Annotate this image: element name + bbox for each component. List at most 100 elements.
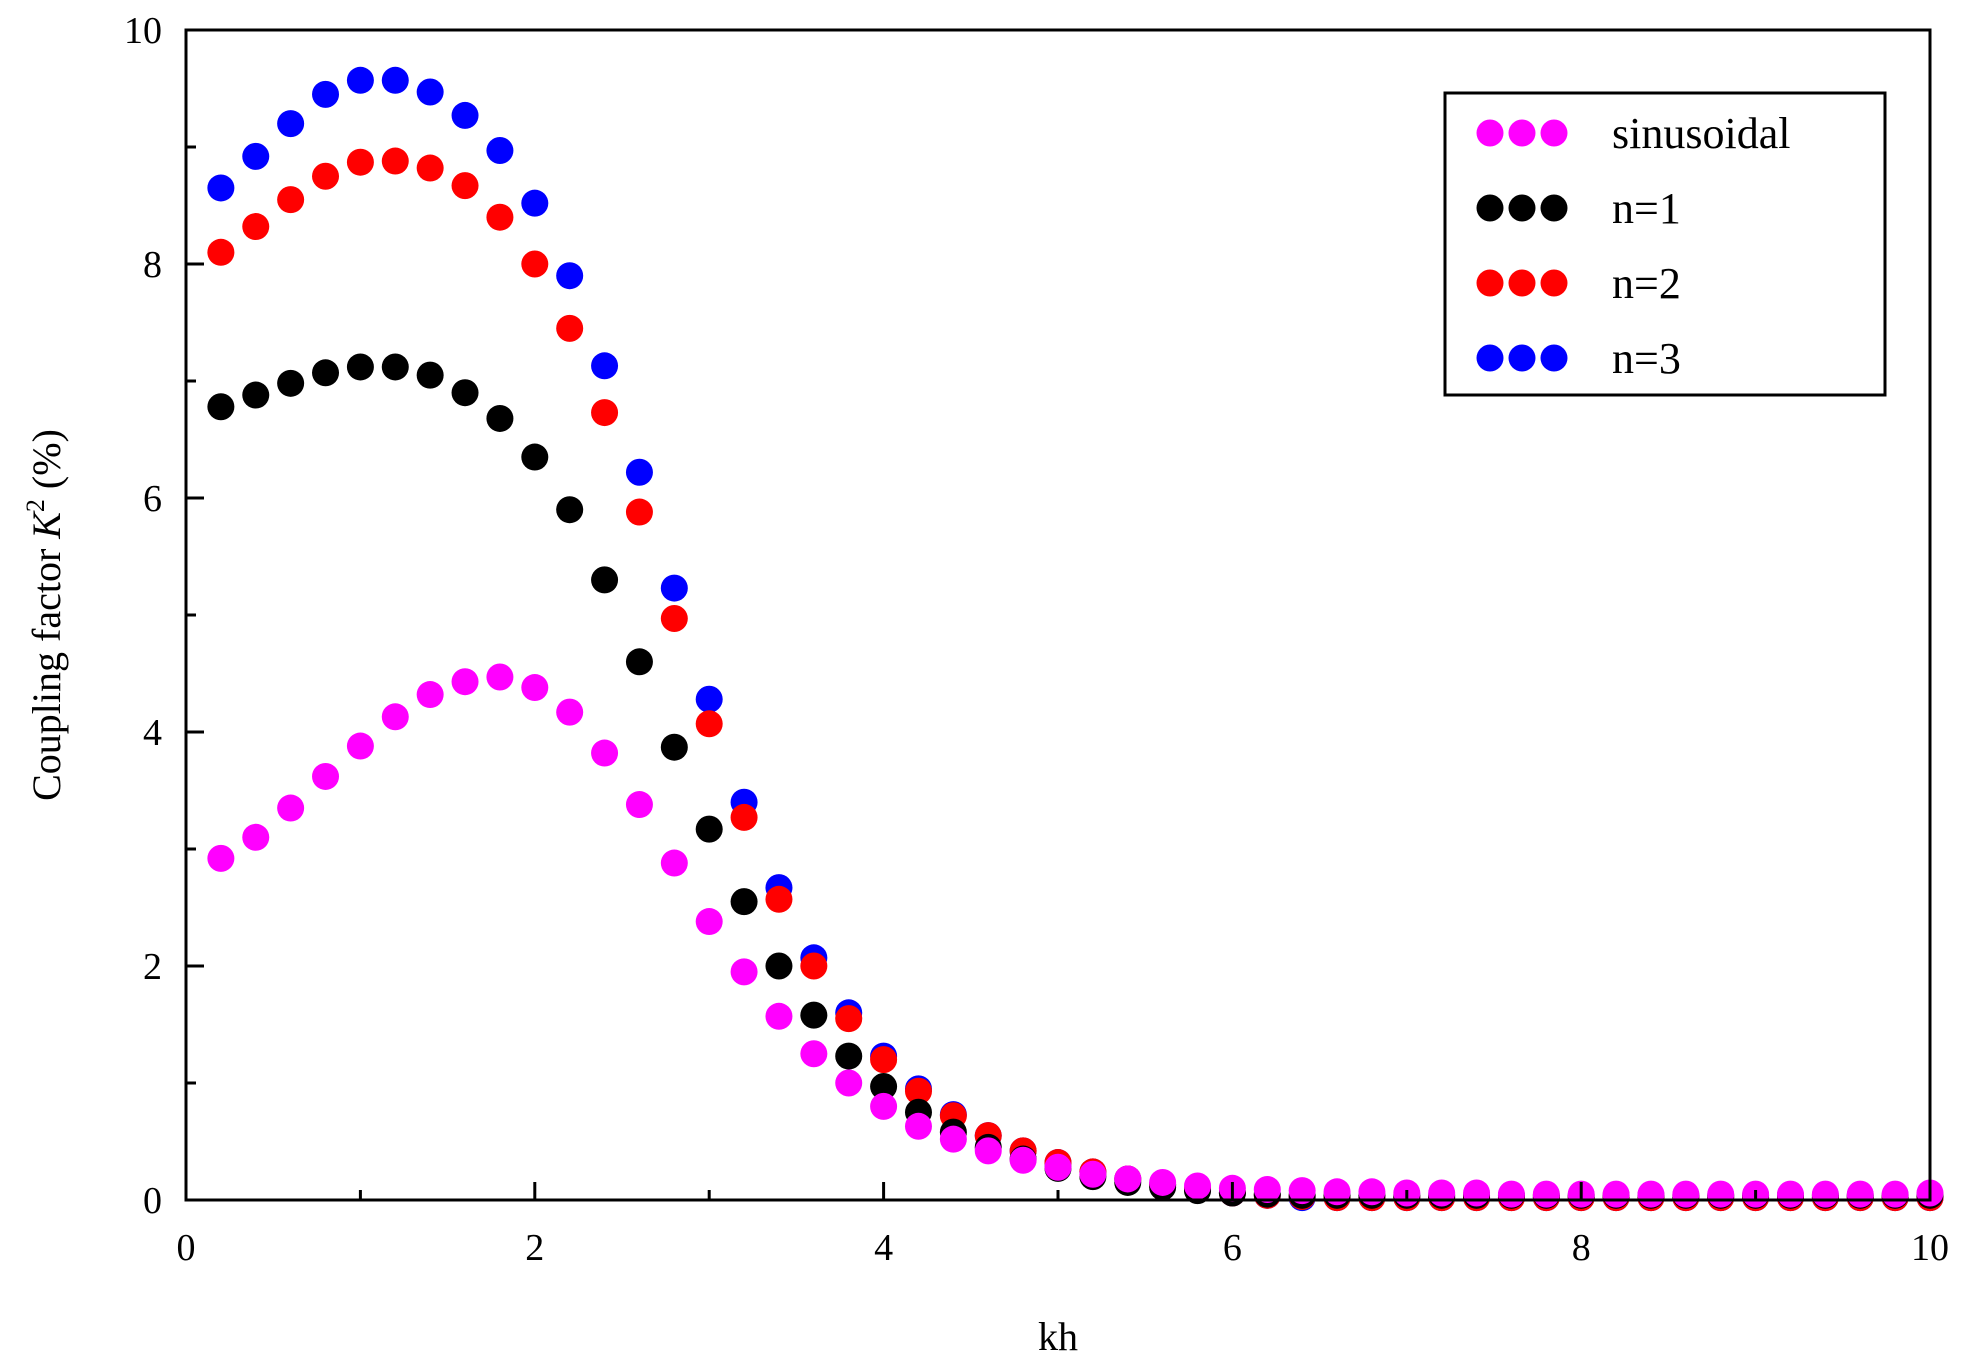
data-point [556,496,584,524]
data-point [486,404,514,432]
y-tick-label: 0 [143,1180,162,1222]
data-point [1184,1172,1212,1200]
data-point [416,78,444,106]
x-tick-label: 6 [1223,1227,1242,1269]
legend-item: n=2 [1476,259,1681,308]
data-point [556,698,584,726]
data-point [1009,1146,1037,1174]
axis-tick-labels: 0 2 4 6 8 10 0 2 4 6 8 10 [124,10,1949,1269]
legend-marker [1476,194,1504,222]
y-tick-label: 6 [143,478,162,520]
x-tick-label: 8 [1572,1227,1591,1269]
data-point [486,203,514,231]
y-tick-label: 2 [143,946,162,988]
data-point [730,888,758,916]
data-point [312,80,340,108]
data-point [730,958,758,986]
legend-marker [1508,194,1536,222]
data-point [870,1073,898,1101]
data-point [591,566,619,594]
data-point [521,674,549,702]
data-point [765,952,793,980]
data-point [381,703,409,731]
legend: sinusoidal n=1 n=2 n=3 [1443,91,1887,397]
legend-marker [1476,269,1504,297]
data-point [974,1137,1002,1165]
data-point [695,908,723,936]
data-point [207,238,235,266]
data-point [207,174,235,202]
data-point [660,605,688,633]
data-point [1707,1180,1735,1208]
x-tick-label: 10 [1911,1227,1949,1269]
axis-ticks [184,28,1932,1202]
data-point [207,844,235,872]
data-point [904,1077,932,1105]
legend-marker [1540,269,1568,297]
data-point [416,154,444,182]
y-axis-label-superscript: 2 [21,499,50,512]
data-point [346,148,374,176]
data-point [242,213,270,241]
data-point [381,147,409,175]
data-point [312,162,340,190]
data-point [451,172,479,200]
data-point [486,137,514,165]
x-tick-label: 4 [874,1227,893,1269]
legend-label: n=3 [1612,334,1681,383]
legend-item: n=3 [1476,334,1681,383]
data-point [1776,1180,1804,1208]
data-point [870,1092,898,1120]
data-point [556,314,584,342]
data-point [1881,1180,1909,1208]
data-point [800,952,828,980]
data-point [591,399,619,427]
data-point [625,498,653,526]
data-point [346,353,374,381]
legend-marker [1540,194,1568,222]
data-point [416,681,444,709]
data-point [1079,1160,1107,1188]
data-point [904,1112,932,1140]
data-point [277,794,305,822]
legend-marker [1540,119,1568,147]
data-point [1846,1180,1874,1208]
legend-marker [1476,344,1504,372]
legend-marker [1540,344,1568,372]
data-point [1149,1168,1177,1196]
y-axis-label: Coupling factor K2 (%) [21,429,69,801]
data-point [1532,1180,1560,1208]
data-point [346,66,374,94]
data-point [625,791,653,819]
data-point [521,250,549,278]
series-sinusoidal [207,663,1944,1208]
data-point [835,1005,863,1033]
legend-item: n=1 [1476,184,1681,233]
data-point [1463,1179,1491,1207]
legend-marker [1476,119,1504,147]
legend-marker [1508,269,1536,297]
legend-label: n=1 [1612,184,1681,233]
legend-item: sinusoidal [1476,109,1790,158]
data-point [346,732,374,760]
data-point [451,379,479,407]
y-tick-label: 4 [143,712,162,754]
data-point [312,762,340,790]
data-point [765,885,793,913]
data-point [1428,1179,1456,1207]
data-point [695,710,723,738]
x-tick-label: 2 [525,1227,544,1269]
data-point [835,1069,863,1097]
data-point [521,443,549,471]
y-axis-label-symbol: K [24,510,69,540]
data-point [835,1042,863,1070]
data-point [660,849,688,877]
data-point [242,142,270,170]
data-point [730,803,758,831]
data-point [1497,1180,1525,1208]
y-axis-label-suffix: (%) [24,429,69,499]
data-point [660,574,688,602]
data-point [1811,1180,1839,1208]
x-axis-label: kh [1038,1314,1078,1359]
